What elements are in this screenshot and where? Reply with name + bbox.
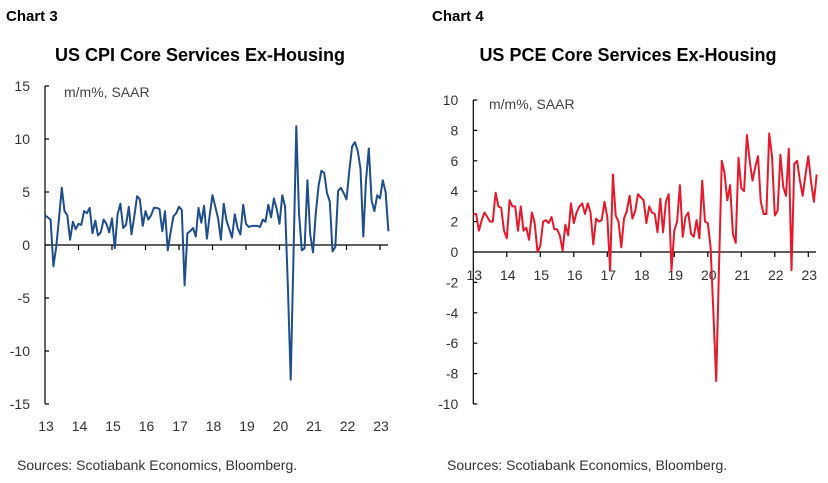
y-tick-label: 4 (451, 183, 459, 199)
x-tick-label: 16 (567, 267, 583, 283)
chart-3-label: Chart 3 (6, 8, 58, 25)
y-tick-label: -10 (10, 343, 30, 359)
x-tick-label: 17 (601, 267, 617, 283)
y-tick-label: 10 (14, 131, 30, 147)
x-tick-label: 13 (467, 267, 483, 283)
y-tick-label: -6 (446, 335, 459, 351)
x-tick-label: 14 (72, 418, 88, 434)
series-line (44, 125, 390, 381)
x-tick-label: 17 (172, 418, 188, 434)
y-tick-label: 2 (451, 214, 459, 230)
chart-4-unit-label: m/m%, SAAR (489, 96, 575, 112)
x-tick-label: 18 (206, 418, 222, 434)
x-tick-label: 21 (306, 418, 322, 434)
x-tick-label: 22 (768, 267, 784, 283)
chart-4-label: Chart 4 (432, 8, 484, 25)
chart-3-unit-label: m/m%, SAAR (64, 84, 150, 100)
x-tick-label: 23 (373, 418, 389, 434)
chart-4-pce-core-services: Chart 4 US PCE Core Services Ex-Housing … (432, 8, 818, 473)
x-tick-label: 22 (340, 418, 356, 434)
y-tick-label: -5 (18, 290, 31, 306)
series-line (473, 132, 818, 383)
chart-3-source: Sources: Scotiabank Economics, Bloomberg… (17, 457, 297, 473)
chart-3-cpi-core-services: Chart 3 US CPI Core Services Ex-Housing … (6, 8, 390, 473)
x-tick-label: 21 (735, 267, 751, 283)
y-tick-label: 15 (14, 78, 30, 94)
x-tick-label: 19 (668, 267, 684, 283)
y-tick-label: 5 (22, 184, 30, 200)
y-tick-label: -8 (446, 366, 459, 382)
y-tick-label: -10 (438, 396, 458, 412)
x-tick-label: 18 (634, 267, 650, 283)
x-tick-label: 15 (534, 267, 550, 283)
y-tick-label: -4 (446, 305, 459, 321)
x-tick-label: 14 (500, 267, 516, 283)
x-tick-label: 15 (105, 418, 121, 434)
chart-4-title: US PCE Core Services Ex-Housing (479, 45, 776, 65)
y-tick-label: 8 (451, 122, 459, 138)
y-tick-label: 6 (451, 153, 459, 169)
x-tick-label: 13 (38, 418, 54, 434)
chart-4-source: Sources: Scotiabank Economics, Bloomberg… (447, 457, 727, 473)
y-tick-label: -15 (10, 396, 30, 412)
y-tick-label: 10 (443, 92, 459, 108)
x-tick-label: 19 (239, 418, 255, 434)
x-tick-label: 20 (273, 418, 289, 434)
x-tick-label: 16 (139, 418, 155, 434)
y-tick-label: 0 (22, 237, 30, 253)
y-tick-label: 0 (451, 244, 459, 260)
x-tick-label: 20 (701, 267, 717, 283)
x-tick-label: 23 (802, 267, 818, 283)
chart-3-title: US CPI Core Services Ex-Housing (55, 45, 345, 65)
y-tick-label: -2 (446, 274, 459, 290)
